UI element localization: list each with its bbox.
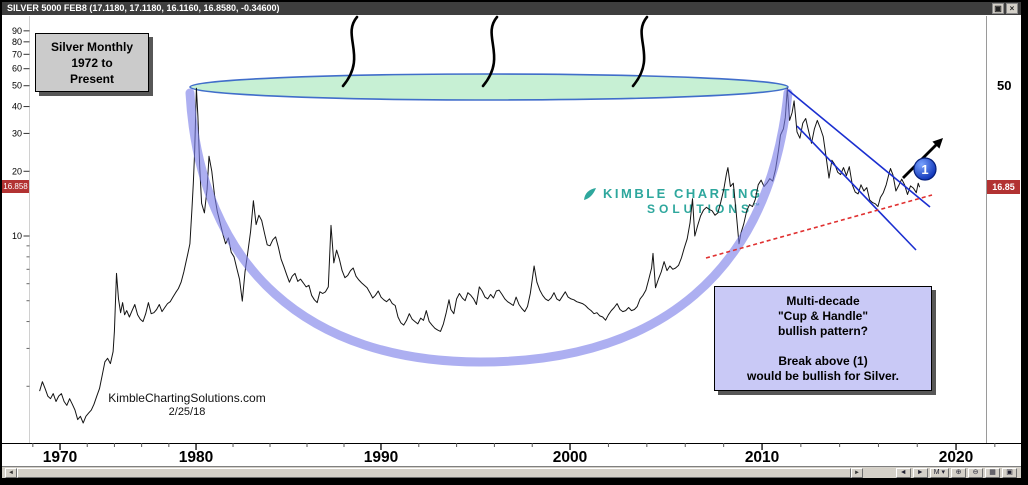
y-axis-label-90: 90 (12, 26, 22, 36)
close-window-button[interactable]: × (1006, 3, 1018, 14)
note-box-line: 1972 to (71, 56, 113, 70)
breakout-marker-circle (913, 157, 937, 181)
scrollbar-left-arrow-icon[interactable]: ◄ (5, 468, 17, 478)
scrollbar-right-arrow-icon[interactable]: ► (851, 468, 863, 478)
title-bar: SILVER 5000 FEB8 (17.1180, 17.1180, 16.1… (2, 2, 1021, 15)
pattern-box-line: "Cup & Handle" (777, 309, 869, 323)
last-price-badge-right: 16.85 (987, 180, 1020, 194)
breakout-marker-label: 1 (921, 162, 928, 177)
credit-site: KimbleChartingSolutions.com (108, 391, 266, 405)
x-axis-label-2020: 2020 (939, 449, 973, 466)
last-price-badge-left: 16.858 (2, 180, 29, 193)
x-axis-label-2010: 2010 (745, 449, 779, 466)
handle-upper-trendline (787, 89, 931, 208)
watermark: KIMBLE CHARTING SOLUTIONS™ (583, 186, 763, 216)
pan-right-button[interactable]: ► (912, 468, 928, 478)
squiggle-mark-2 (481, 15, 499, 88)
kimble-logo-icon (584, 187, 596, 200)
horizontal-scrollbar[interactable]: ◄ ► (5, 468, 863, 478)
y-axis-label-50: 50 (12, 81, 22, 91)
interval-monthly-button[interactable]: M ▾ (929, 468, 949, 478)
cup-arc (185, 88, 793, 367)
credit-text: KimbleChartingSolutions.com 2/25/18 (103, 391, 271, 418)
grid-view-button[interactable]: ▦ (985, 468, 1000, 478)
note-box-line: Present (69, 72, 115, 86)
watermark-line1: KIMBLE CHARTING (583, 186, 763, 201)
breakout-arrow-head (932, 138, 943, 149)
y-axis-label-40: 40 (12, 102, 22, 112)
pattern-box-line: Multi-decade (786, 294, 860, 308)
x-axis-label-2000: 2000 (553, 449, 587, 466)
pattern-box: Multi-decade "Cup & Handle" bullish patt… (714, 286, 932, 391)
watermark-text-2: SOLUTIONS (647, 202, 754, 216)
y-axis-label-60: 60 (12, 64, 22, 74)
right-axis-label-50: 50 (997, 78, 1012, 93)
x-axis-label-1980: 1980 (179, 449, 213, 466)
y-axis-label-20: 20 (12, 166, 22, 176)
y-axis-label-30: 30 (12, 128, 22, 138)
x-axis-label-1990: 1990 (364, 449, 398, 466)
y-axis-label-10: 10 (12, 231, 22, 241)
handle-lower-trendline (796, 125, 917, 251)
y-axis-label-80: 80 (12, 37, 22, 47)
squiggle-mark-1 (341, 15, 359, 88)
bottom-toolbar: ◄ ► ◄ ► M ▾ ⊕ ⊖ ▦ ▣ (2, 466, 1021, 478)
note-box-line: Silver Monthly (50, 40, 133, 54)
scrollbar-thumb[interactable] (17, 468, 851, 478)
layout-button[interactable]: ▣ (1002, 468, 1017, 478)
x-axis-label-1970: 1970 (43, 449, 77, 466)
toolbar-buttons: ◄ ► M ▾ ⊕ ⊖ ▦ ▣ (895, 468, 1017, 478)
y-axis-label-70: 70 (12, 49, 22, 59)
dotted-support-line (705, 194, 933, 259)
pattern-box-line: would be bullish for Silver. (746, 369, 900, 383)
pattern-box-line (715, 339, 931, 354)
watermark-text-1: KIMBLE CHARTING (603, 186, 763, 201)
pattern-box-line: bullish pattern? (778, 324, 868, 338)
zoom-in-button[interactable]: ⊕ (951, 468, 966, 478)
window-title: SILVER 5000 FEB8 (17.1180, 17.1180, 16.1… (7, 3, 280, 13)
note-box: Silver Monthly 1972 to Present (35, 33, 149, 92)
zoom-out-button[interactable]: ⊖ (968, 468, 983, 478)
pattern-box-line: Break above (1) (778, 354, 868, 368)
squiggle-mark-3 (631, 15, 649, 88)
window-buttons: ▣ × (992, 3, 1018, 14)
restore-window-button[interactable]: ▣ (992, 3, 1004, 14)
pan-left-button[interactable]: ◄ (895, 468, 911, 478)
credit-date: 2/25/18 (168, 406, 206, 418)
